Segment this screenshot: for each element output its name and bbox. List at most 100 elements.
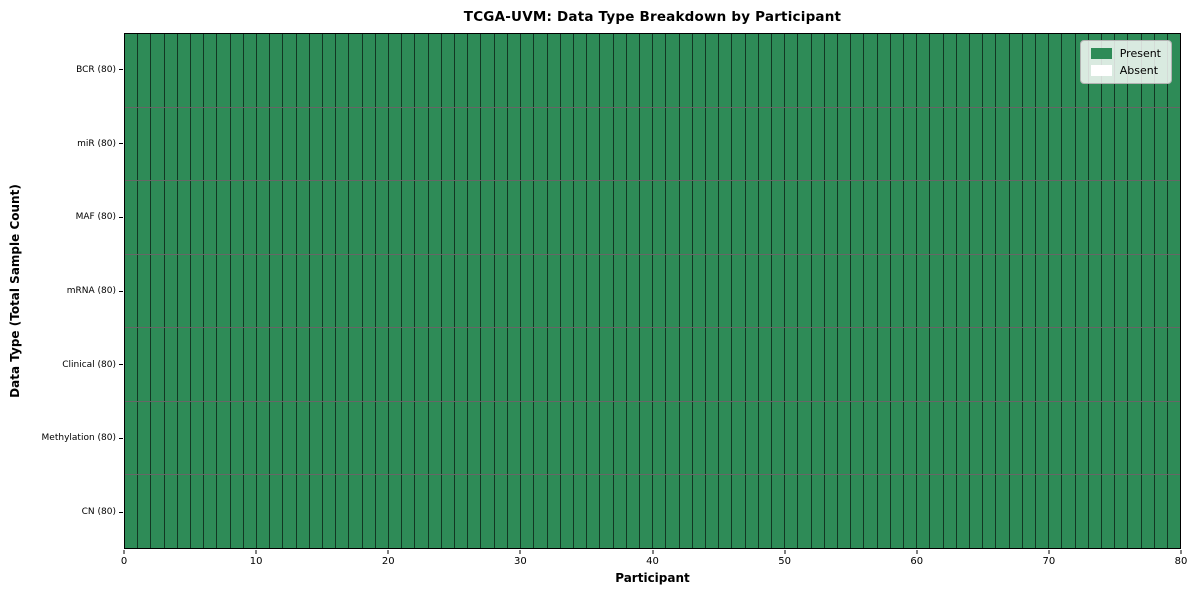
cell-present <box>745 475 759 549</box>
cell-present <box>996 475 1010 549</box>
cell-present <box>930 401 944 475</box>
cell-present <box>468 401 482 475</box>
cell-present <box>296 328 310 401</box>
cell-present <box>758 107 772 181</box>
cell-present <box>573 254 588 328</box>
cell-present <box>125 401 139 475</box>
cell-present <box>230 401 244 475</box>
cell-present <box>996 328 1010 401</box>
cell-present <box>1009 328 1023 401</box>
cell-present <box>587 107 601 181</box>
cell-present <box>745 254 759 328</box>
cell-present <box>600 475 614 549</box>
cell-present <box>653 475 667 549</box>
cell-present <box>455 328 469 401</box>
cell-present <box>679 401 693 475</box>
cell-present <box>573 181 588 254</box>
cell-present <box>441 34 456 107</box>
cell-present <box>811 254 825 328</box>
cell-present <box>1102 401 1116 475</box>
cell-present <box>970 254 984 328</box>
x-tick-label: 80 <box>1174 556 1188 567</box>
cell-present <box>375 107 390 181</box>
y-tick-marks <box>119 33 123 549</box>
y-tick-label: mRNA (80) <box>66 286 116 297</box>
cell-present <box>1022 401 1037 475</box>
cell-present <box>851 107 865 181</box>
cell-present <box>323 401 337 475</box>
cell-present <box>428 328 442 401</box>
cell-present <box>1168 107 1181 181</box>
cell-present <box>692 475 706 549</box>
x-tick-mark <box>784 550 786 554</box>
cell-present <box>428 34 442 107</box>
cell-present <box>1062 34 1076 107</box>
cell-present <box>1102 475 1116 549</box>
grid-row <box>125 328 1181 402</box>
cell-present <box>758 475 772 549</box>
cell-present <box>560 401 574 475</box>
cell-present <box>323 254 337 328</box>
cell-present <box>349 475 363 549</box>
cell-present <box>785 34 799 107</box>
cell-present <box>217 181 231 254</box>
cell-present <box>257 475 271 549</box>
cell-present <box>481 328 495 401</box>
legend-label: Present <box>1119 47 1161 60</box>
cell-present <box>1102 328 1116 401</box>
cell-present <box>653 34 667 107</box>
cell-present <box>191 107 205 181</box>
cell-present <box>547 181 561 254</box>
cell-present <box>890 328 904 401</box>
cell-present <box>243 181 258 254</box>
cell-present <box>613 181 627 254</box>
cell-present <box>1036 107 1050 181</box>
cell-present <box>204 401 218 475</box>
cell-present <box>639 475 654 549</box>
cell-present <box>732 107 746 181</box>
cell-present <box>732 328 746 401</box>
grid-row <box>125 401 1181 476</box>
chart-title: TCGA-UVM: Data Type Breakdown by Partici… <box>463 9 842 25</box>
cell-present <box>626 181 640 254</box>
cell-present <box>903 328 918 401</box>
cell-present <box>745 181 759 254</box>
cell-present <box>455 107 469 181</box>
cell-present <box>587 401 601 475</box>
cell-present <box>719 107 733 181</box>
cell-present <box>521 328 535 401</box>
cell-present <box>864 401 878 475</box>
cell-present <box>996 34 1010 107</box>
cell-present <box>798 107 812 181</box>
cell-present <box>481 181 495 254</box>
cell-present <box>138 401 152 475</box>
cell-present <box>468 254 482 328</box>
cell-present <box>230 328 244 401</box>
cell-present <box>336 401 350 475</box>
cell-present <box>560 475 574 549</box>
cell-present <box>1049 34 1063 107</box>
cell-present <box>851 34 865 107</box>
cell-present <box>824 328 838 401</box>
cell-present <box>600 254 614 328</box>
cell-present <box>494 328 508 401</box>
cell-present <box>125 107 139 181</box>
cell-present <box>890 181 904 254</box>
cell-present <box>719 181 733 254</box>
x-tick-label: 20 <box>381 556 395 567</box>
cell-present <box>309 328 324 401</box>
cell-present <box>1049 401 1063 475</box>
cell-present <box>1115 107 1129 181</box>
cell-present <box>864 475 878 549</box>
cell-present <box>943 475 957 549</box>
cell-present <box>349 254 363 328</box>
cell-present <box>138 107 152 181</box>
cell-present <box>930 34 944 107</box>
cell-present <box>653 401 667 475</box>
cell-present <box>864 254 878 328</box>
cell-present <box>785 254 799 328</box>
cell-present <box>217 34 231 107</box>
cell-present <box>481 475 495 549</box>
cell-present <box>521 475 535 549</box>
cell-present <box>851 254 865 328</box>
